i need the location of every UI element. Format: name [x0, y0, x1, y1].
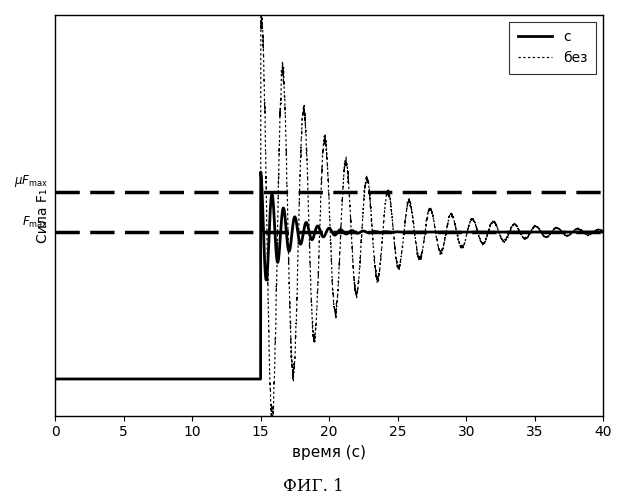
- с: [257, 169, 265, 175]
- Y-axis label: Сила F₁: Сила F₁: [36, 188, 50, 242]
- с: [380, 229, 387, 235]
- без: [151, 376, 159, 382]
- с: [599, 229, 607, 235]
- без: [268, 422, 276, 428]
- Text: $\mu F_{\max}$: $\mu F_{\max}$: [14, 174, 48, 190]
- без: [408, 210, 416, 216]
- без: [599, 228, 607, 234]
- с: [151, 376, 159, 382]
- без: [502, 236, 510, 242]
- Legend: с, без: с, без: [509, 22, 596, 74]
- Text: $F_{\max}$: $F_{\max}$: [22, 216, 48, 230]
- без: [461, 240, 468, 246]
- с: [502, 229, 510, 235]
- без: [381, 212, 388, 218]
- Line: с: с: [55, 172, 603, 379]
- X-axis label: время (с): время (с): [292, 445, 366, 460]
- без: [258, 4, 265, 10]
- с: [261, 259, 268, 265]
- без: [51, 376, 59, 382]
- без: [261, 99, 268, 105]
- Line: без: без: [55, 8, 603, 426]
- Text: ФИГ. 1: ФИГ. 1: [283, 478, 344, 495]
- с: [51, 376, 59, 382]
- с: [460, 229, 468, 235]
- с: [408, 229, 416, 235]
